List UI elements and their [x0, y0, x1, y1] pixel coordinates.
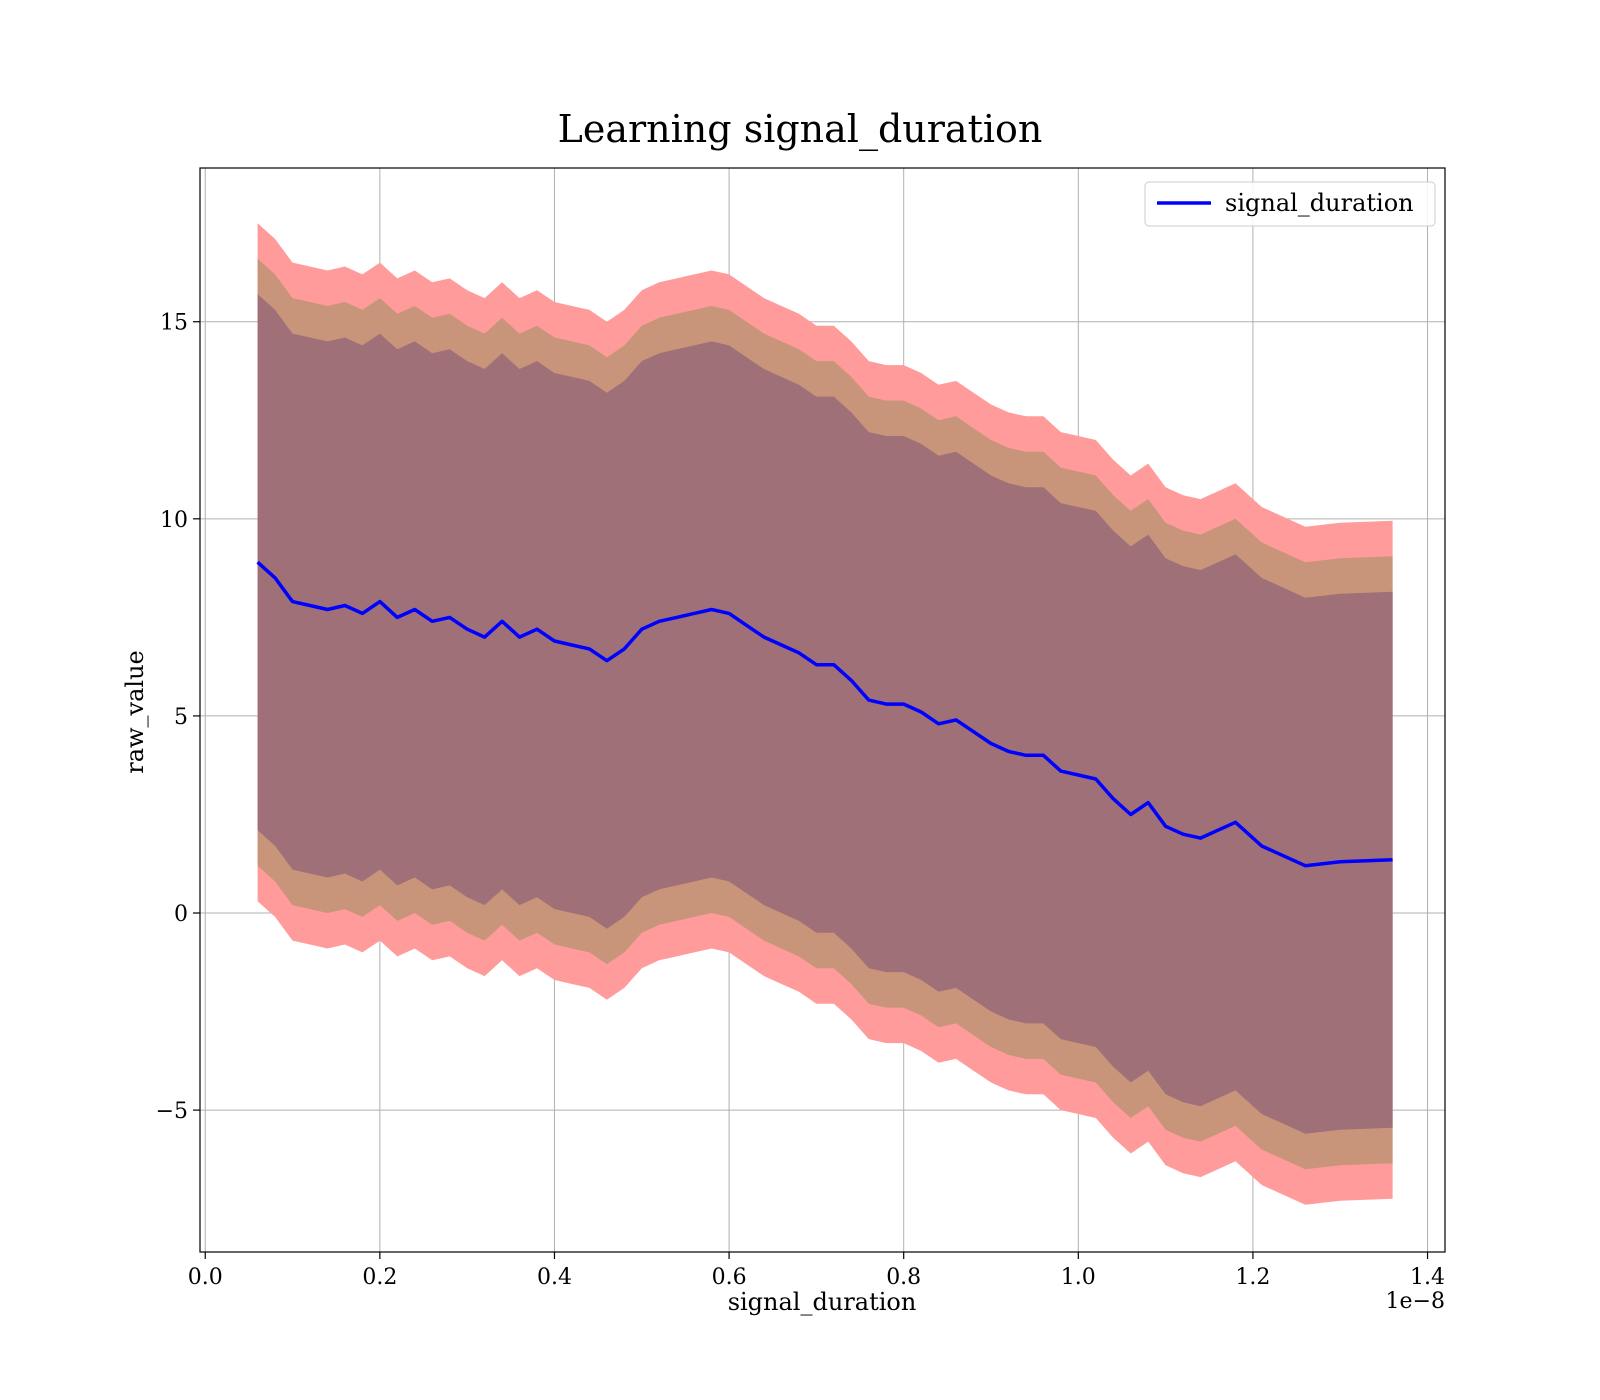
inner-band: [257, 294, 1393, 1134]
legend-label: signal_duration: [1225, 189, 1414, 217]
series-lines: [256, 560, 1393, 868]
x-tick-label: 0.6: [712, 1265, 747, 1290]
x-ticks: 0.0 0.2 0.4 0.6 0.8 1.0 1.2 1.4: [188, 1252, 1445, 1290]
y-tick-label: 5: [174, 705, 188, 730]
x-tick-label: 0.8: [886, 1265, 921, 1290]
x-tick-label: 0.2: [362, 1265, 397, 1290]
legend-box: [1144, 181, 1436, 227]
y-tick-label: 15: [160, 311, 188, 336]
confidence-bands: [257, 223, 1393, 1205]
y-tick-label: 0: [174, 902, 188, 927]
x-offset-label: 1e−8: [1386, 1289, 1445, 1314]
legend: signal_duration: [1144, 181, 1436, 227]
plot-frame: [199, 167, 1446, 1253]
x-tick-label: 1.4: [1410, 1265, 1445, 1290]
x-tick-label: 1.2: [1235, 1265, 1270, 1290]
y-tick-label: 10: [160, 508, 188, 533]
series-line-signal-duration: [256, 560, 1393, 868]
x-tick-label: 0.4: [537, 1265, 572, 1290]
y-axis-label: raw_value: [121, 650, 149, 774]
x-tick-label: 0.0: [188, 1265, 223, 1290]
chart-title: Learning signal_duration: [558, 107, 1043, 152]
x-axis-label: signal_duration: [728, 1288, 917, 1316]
y-tick-label: −5: [156, 1099, 188, 1124]
x-tick-label: 1.0: [1061, 1265, 1096, 1290]
y-ticks: −5 0 5 10 15: [156, 311, 200, 1124]
